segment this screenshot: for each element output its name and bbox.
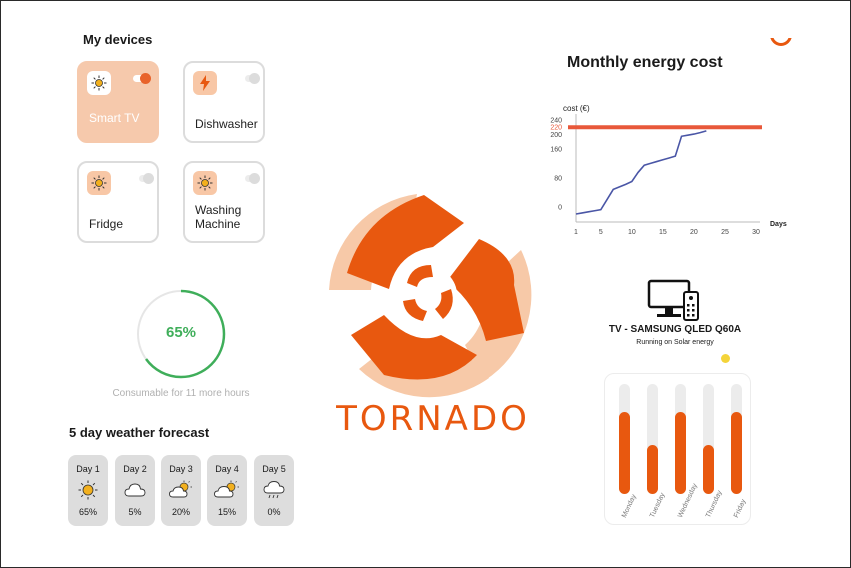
device-label: Smart TV <box>89 111 140 125</box>
usage-day-label: Friday <box>733 498 748 519</box>
brand-name: TORNADO <box>336 399 530 439</box>
weather-day-3[interactable]: Day 3 20% <box>161 455 201 526</box>
sun-icon <box>78 480 98 500</box>
x-tick-label: 20 <box>690 229 698 236</box>
device-card-dishwasher[interactable]: Dishwasher <box>183 61 265 143</box>
x-tick-label: 30 <box>752 229 760 236</box>
day-label: Day 3 <box>169 464 193 474</box>
rain-chance: 15% <box>217 507 236 517</box>
usage-day-label: Tuesday <box>649 491 667 519</box>
rain-chance: 65% <box>78 507 97 517</box>
usage-bar <box>647 444 658 494</box>
usage-bar-track <box>647 384 658 494</box>
chart-title: Monthly energy cost <box>567 54 723 71</box>
device-label: Dishwasher <box>195 117 258 131</box>
usage-bar-track <box>619 384 630 494</box>
y-tick-label: 160 <box>550 146 562 153</box>
device-label: Fridge <box>89 217 124 231</box>
day-label: Day 1 <box>76 464 100 474</box>
weather-day-2[interactable]: Day 2 5% <box>115 455 155 526</box>
device-label: Washing Machine <box>195 203 242 231</box>
battery-caption: Consumable for 11 more hours <box>112 388 250 399</box>
weather-day-1[interactable]: Day 1 65% <box>68 455 108 526</box>
usage-bar <box>731 411 742 494</box>
sun-icon <box>87 71 111 95</box>
day-label: Day 4 <box>215 464 239 474</box>
usage-bar-track <box>731 384 742 494</box>
x-tick-label: 10 <box>628 229 636 236</box>
y-axis-label: cost (€) <box>563 104 590 113</box>
weather-day-5[interactable]: Day 5 0% <box>254 455 294 526</box>
rain-chance: 5% <box>128 507 142 517</box>
cost-series-line <box>575 130 707 215</box>
x-tick-label: 25 <box>721 229 729 236</box>
x-tick-label: 5 <box>599 229 603 236</box>
tornado-logo-icon <box>329 194 532 398</box>
threshold-label: 220 <box>550 125 562 132</box>
weather-day-4[interactable]: Day 4 15% <box>207 455 247 526</box>
tv-status: Running on Solar energy <box>636 339 714 346</box>
power-toggle[interactable] <box>139 173 154 184</box>
usage-bars-card: Monday Tuesday Wednesday Thursday Friday <box>604 373 751 525</box>
bolt-icon <box>193 71 217 95</box>
power-toggle[interactable] <box>245 73 260 84</box>
rain-chance: 20% <box>171 507 190 517</box>
device-card-fridge[interactable]: Fridge <box>77 161 159 243</box>
usage-bar <box>619 411 630 494</box>
power-toggle[interactable] <box>245 173 260 184</box>
tv-remote-icon <box>647 279 699 321</box>
battery-percent: 65% <box>165 324 197 341</box>
day-label: Day 5 <box>262 464 286 474</box>
partly-cloudy-icon <box>214 480 239 498</box>
y-tick-label: 0 <box>558 204 562 211</box>
usage-day-label: Monday <box>621 493 638 519</box>
rain-chance: 0% <box>267 507 281 517</box>
sun-indicator-icon <box>721 354 730 363</box>
decorative-arc <box>770 38 792 48</box>
usage-bar <box>675 411 686 494</box>
x-tick-label: 15 <box>659 229 667 236</box>
sun-icon <box>87 171 111 195</box>
partly-cloudy-icon <box>169 480 192 498</box>
x-axis-label: Days <box>770 221 787 228</box>
y-tick-label: 240 <box>550 118 562 125</box>
usage-bar <box>703 444 714 494</box>
x-tick-label: 1 <box>574 229 578 236</box>
device-card-washing-machine[interactable]: Washing Machine <box>183 161 265 243</box>
weather-title: 5 day weather forecast <box>69 425 210 440</box>
battery-ring-progress <box>136 289 226 379</box>
battery-ring <box>136 289 226 379</box>
day-label: Day 2 <box>123 464 147 474</box>
y-tick-label: 80 <box>554 175 562 182</box>
y-tick-label: 200 <box>550 132 562 139</box>
devices-title: My devices <box>83 32 153 47</box>
device-card-smart-tv[interactable]: Smart TV <box>77 61 159 143</box>
sun-icon <box>193 171 217 195</box>
usage-bar-track <box>703 384 714 494</box>
power-toggle[interactable] <box>133 73 151 84</box>
usage-bar-track <box>675 384 686 494</box>
rain-cloud-icon <box>263 481 285 499</box>
cloud-icon <box>124 483 146 497</box>
tv-name: TV - SAMSUNG QLED Q60A <box>608 324 742 335</box>
